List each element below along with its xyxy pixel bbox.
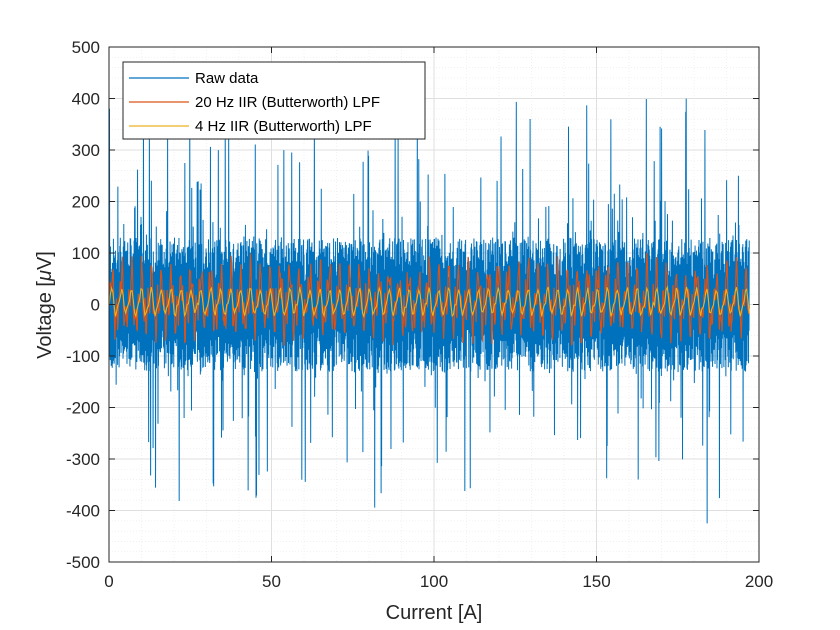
series-line-20hz-lpf [109, 252, 750, 346]
y-tick-label: 400 [72, 90, 100, 109]
x-tick-label: 150 [582, 572, 610, 591]
y-tick-label: -500 [66, 553, 100, 572]
y-tick-label: -100 [66, 347, 100, 366]
x-tick-label: 0 [104, 572, 113, 591]
legend[interactable]: Raw data 20 Hz IIR (Butterworth) LPF 4 H… [122, 61, 426, 140]
x-axis-label: Current [A] [386, 602, 483, 624]
legend-label-20hz-lpf: 20 Hz IIR (Butterworth) LPF [195, 94, 380, 111]
y-tick-label: 100 [72, 244, 100, 263]
series-layer [109, 98, 750, 524]
x-tick-label: 100 [420, 572, 448, 591]
legend-label-4hz-lpf: 4 Hz IIR (Butterworth) LPF [195, 118, 372, 135]
y-tick-label: -300 [66, 450, 100, 469]
y-tick-label: 500 [72, 38, 100, 57]
y-tick-label: 200 [72, 193, 100, 212]
x-tick-labels: 0 50 100 150 200 [104, 572, 773, 591]
series-line-4hz-lpf [109, 285, 750, 319]
x-tick-label: 50 [262, 572, 281, 591]
x-tick-label: 200 [745, 572, 773, 591]
y-tick-label: -400 [66, 502, 100, 521]
y-tick-label: 0 [91, 296, 100, 315]
y-tick-labels: 500 400 300 200 100 0 -100 -200 -300 -400 -500 [66, 38, 100, 572]
tick-marks [108, 46, 760, 563]
y-tick-label: -200 [66, 399, 100, 418]
y-axis-label: Voltage [μV] [34, 251, 56, 359]
y-tick-label: 300 [72, 141, 100, 160]
legend-label-raw-data: Raw data [195, 70, 259, 87]
